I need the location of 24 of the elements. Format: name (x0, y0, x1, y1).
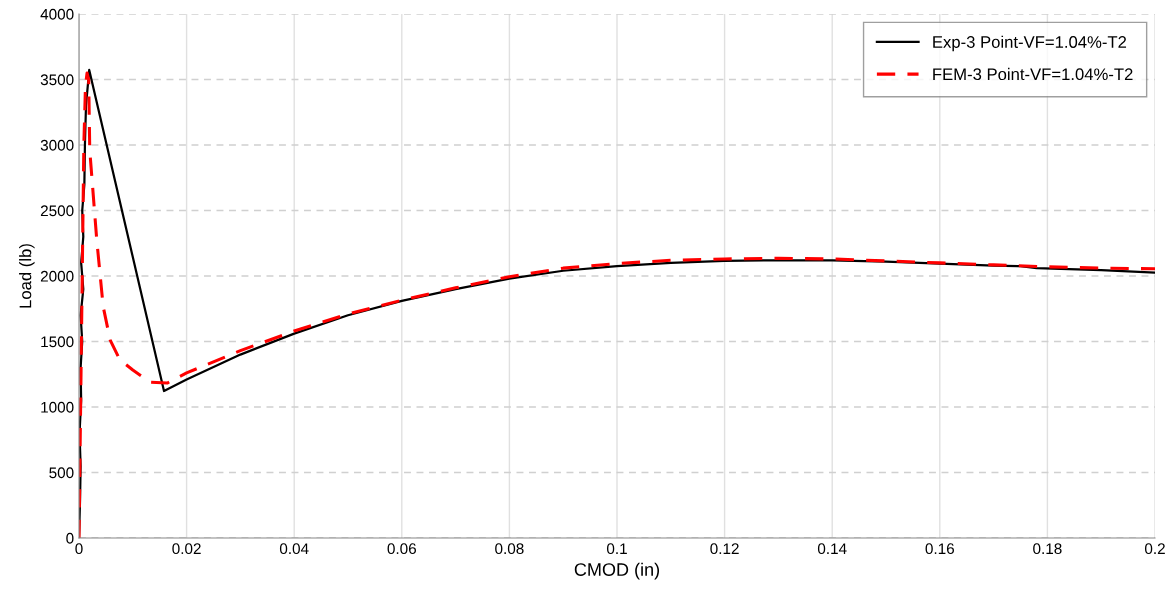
x-tick-label: 0.14 (817, 543, 847, 555)
x-axis-title: CMOD (in) (574, 562, 660, 580)
x-tick-label: 0.18 (1033, 543, 1062, 555)
y-tick-label: 2000 (40, 270, 74, 282)
y-tick-label: 3500 (40, 74, 74, 86)
x-tick-label: 0.04 (279, 543, 309, 555)
y-tick-label: 3000 (40, 139, 74, 151)
x-tick-label: 0.2 (1144, 543, 1165, 555)
y-tick-label: 0 (66, 532, 74, 544)
x-tick-label: 0.12 (710, 543, 739, 555)
x-tick-label: 0.02 (172, 543, 201, 555)
y-tick-label: 1000 (41, 401, 74, 413)
x-tick-label: 0.06 (387, 543, 416, 555)
x-tick-label: 0 (75, 543, 83, 555)
x-tick-label: 0.16 (925, 543, 954, 555)
legend-label: FEM-3 Point-VF=1.04%-T2 (933, 67, 1133, 81)
x-tick-label: 0.1 (606, 543, 627, 555)
y-tick-label: 2500 (40, 205, 74, 217)
y-tick-label: 1500 (41, 336, 74, 348)
legend-label: Exp-3 Point-VF=1.04%-T2 (933, 35, 1127, 52)
y-tick-label: 500 (49, 467, 74, 479)
y-axis-title: Load (lb) (19, 244, 35, 308)
y-tick-label: 4000 (40, 8, 74, 20)
x-tick-label: 0.08 (495, 543, 524, 555)
